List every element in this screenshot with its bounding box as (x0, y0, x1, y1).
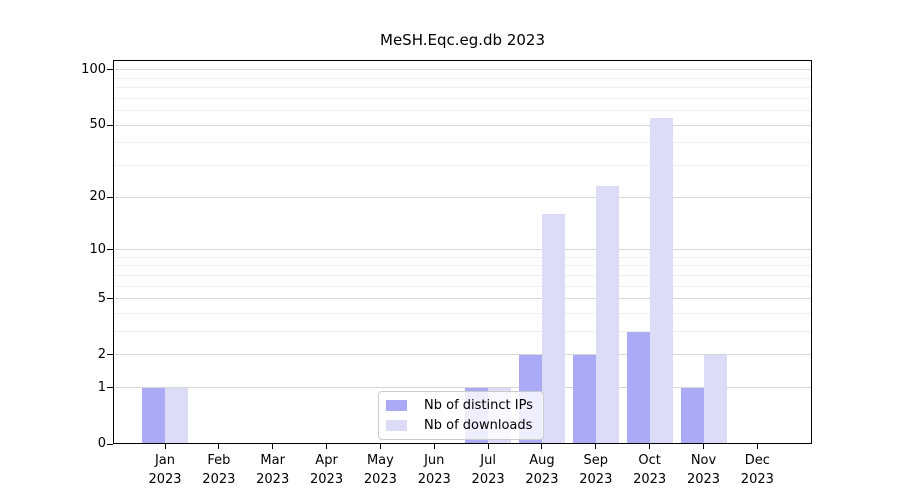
minor-gridline (113, 110, 812, 112)
x-axis-tick-mark (649, 444, 651, 449)
major-gridline (113, 354, 812, 356)
plot-area: Nb of distinct IPs Nb of downloads (113, 60, 812, 445)
top-spine (113, 60, 812, 62)
minor-gridline (113, 77, 812, 79)
y-axis-tick-mark (107, 298, 113, 300)
bar-downloads-nov (703, 354, 727, 444)
legend-label-downloads: Nb of downloads (424, 418, 533, 433)
x-axis-tick-label: May 2023 (363, 453, 397, 487)
x-axis-tick-label: Dec 2023 (740, 453, 774, 487)
bar-downloads-sep (595, 186, 619, 444)
x-axis-tick-label: Apr 2023 (310, 453, 344, 487)
x-axis-tick-label: Jun 2023 (417, 453, 451, 487)
x-axis-tick-label: Feb 2023 (202, 453, 236, 487)
x-axis-tick-label: Jul 2023 (471, 453, 505, 487)
bar-distinct-ips-oct (626, 331, 650, 444)
left-spine (113, 60, 115, 444)
legend-swatch-distinct-ips (386, 400, 407, 411)
x-axis-tick-label: Oct 2023 (633, 453, 667, 487)
y-axis-tick-label: 1 (97, 379, 106, 395)
x-axis-tick-label: Aug 2023 (525, 453, 559, 487)
x-axis-tick-mark (164, 444, 166, 449)
minor-gridline (113, 165, 812, 167)
minor-gridline (113, 313, 812, 314)
x-axis-tick-mark (595, 444, 597, 449)
bar-downloads-aug (541, 214, 565, 444)
major-gridline (113, 124, 812, 126)
bottom-spine (113, 443, 812, 445)
legend-label-distinct-ips: Nb of distinct IPs (424, 398, 533, 413)
x-axis-tick-mark (756, 444, 758, 449)
x-axis-tick-label: Sep 2023 (579, 453, 613, 487)
x-axis-tick-label: Mar 2023 (256, 453, 290, 487)
minor-gridline (113, 285, 812, 287)
x-axis-tick-mark (326, 444, 328, 449)
bar-downloads-jan (165, 387, 188, 444)
x-axis-tick-mark (272, 444, 274, 449)
minor-gridline (113, 265, 812, 267)
y-axis-tick-label: 10 (89, 241, 106, 257)
major-gridline (113, 387, 812, 389)
x-axis-tick-mark (433, 444, 435, 449)
minor-gridline (113, 256, 812, 258)
x-axis-tick-mark (703, 444, 704, 449)
major-gridline (113, 69, 812, 71)
minor-gridline (113, 274, 812, 276)
major-gridline (113, 249, 812, 251)
x-axis-tick-mark (487, 444, 489, 449)
x-axis-tick-mark (379, 444, 381, 449)
bar-downloads-oct (649, 117, 673, 444)
chart-title: MeSH.Eqc.eg.db 2023 (380, 31, 545, 49)
right-spine (811, 60, 812, 444)
y-axis-tick-label: 50 (89, 117, 106, 133)
legend-item-downloads: Nb of downloads (386, 418, 535, 433)
minor-gridline (113, 97, 812, 99)
y-axis-tick-label: 20 (89, 189, 106, 205)
y-axis-tick-label: 2 (97, 346, 106, 362)
bar-distinct-ips-nov (680, 387, 704, 444)
minor-gridline (113, 87, 812, 89)
y-axis-tick-label: 0 (97, 436, 106, 451)
major-gridline (113, 196, 812, 198)
x-axis-tick-mark (218, 444, 220, 449)
y-axis-tick-mark (107, 249, 113, 251)
x-axis-tick-label: Jan 2023 (148, 453, 182, 487)
y-axis-tick-mark (107, 354, 113, 356)
y-axis-tick-label: 5 (97, 290, 106, 306)
y-axis-tick-mark (107, 443, 113, 445)
legend-swatch-downloads (386, 420, 407, 431)
legend: Nb of distinct IPs Nb of downloads (378, 391, 544, 440)
bar-distinct-ips-sep (572, 354, 596, 444)
y-axis-tick-mark (107, 196, 113, 198)
x-axis-tick-label: Nov 2023 (686, 453, 721, 487)
y-axis-tick-mark (107, 124, 113, 126)
y-axis-tick-label: 100 (81, 61, 106, 77)
y-axis-tick-mark (107, 387, 113, 389)
minor-gridline (113, 331, 812, 333)
minor-gridline (113, 142, 812, 144)
bar-distinct-ips-jan (142, 387, 165, 444)
y-axis-tick-mark (107, 69, 113, 71)
legend-item-distinct-ips: Nb of distinct IPs (386, 398, 535, 413)
major-gridline (113, 298, 812, 300)
x-axis-tick-mark (541, 444, 543, 449)
